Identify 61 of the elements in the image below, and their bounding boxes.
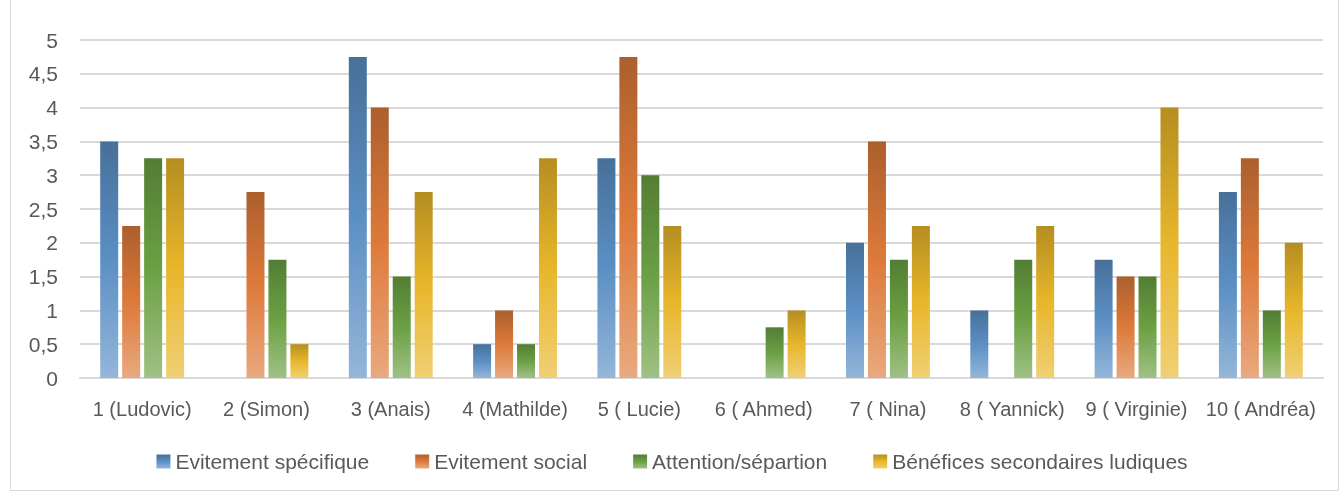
bar <box>1262 310 1281 378</box>
y-tick-label: 1,5 <box>28 265 58 289</box>
bar <box>473 344 492 378</box>
bar <box>517 344 536 378</box>
y-tick-label: 2,5 <box>28 197 58 221</box>
bar <box>538 158 557 378</box>
bar <box>290 344 309 378</box>
bar <box>1094 259 1113 378</box>
bar <box>597 158 616 378</box>
bar <box>1218 192 1237 378</box>
y-tick-label: 2 <box>46 231 58 255</box>
bar <box>1036 225 1055 378</box>
y-tick-label: 5 <box>46 28 58 52</box>
bar <box>1138 276 1157 378</box>
x-tick-label: 1 (Ludovic) <box>92 398 192 420</box>
bar <box>268 259 287 378</box>
legend-label: Attention/sépartion <box>652 450 828 473</box>
bar <box>911 225 930 378</box>
legend-label: Evitement spécifique <box>175 450 370 473</box>
legend-label: Bénéfices secondaires ludiques <box>892 450 1188 473</box>
bar <box>889 259 908 378</box>
x-tick-label: 2 (Simon) <box>223 398 310 420</box>
bar <box>867 141 886 378</box>
x-tick-label: 6 ( Ahmed) <box>714 398 813 420</box>
bar <box>1014 259 1033 378</box>
y-tick-label: 3 <box>46 163 58 187</box>
x-tick-label: 8 ( Yannick) <box>959 398 1065 420</box>
bar <box>100 141 119 378</box>
bar <box>846 242 865 378</box>
y-tick-label: 0 <box>46 366 58 390</box>
bar <box>1160 107 1179 378</box>
bar <box>166 158 185 378</box>
bar <box>641 175 660 378</box>
bar <box>348 56 367 378</box>
bar <box>970 310 989 378</box>
y-tick-label: 4,5 <box>28 62 58 86</box>
bar <box>619 56 638 378</box>
bar <box>1284 242 1303 378</box>
y-tick-label: 3,5 <box>28 129 58 153</box>
bar <box>765 327 784 378</box>
legend-label: Evitement social <box>434 450 588 473</box>
bar <box>392 276 411 378</box>
y-tick-label: 1 <box>46 298 58 322</box>
bar <box>1116 276 1135 378</box>
bar <box>663 225 682 378</box>
y-tick-label: 4 <box>46 96 59 120</box>
bar <box>246 192 265 378</box>
x-tick-label: 3 (Anais) <box>350 398 431 420</box>
bar <box>370 107 389 378</box>
x-tick-label: 4 (Mathilde) <box>462 398 568 420</box>
bar <box>787 310 806 378</box>
y-tick-label: 0,5 <box>28 332 58 356</box>
x-tick-label: 9 ( Virginie) <box>1085 398 1188 420</box>
bar <box>495 310 514 378</box>
x-tick-label: 5 ( Lucie) <box>597 398 682 420</box>
bar <box>414 192 433 378</box>
bar <box>122 225 141 378</box>
bar <box>144 158 163 378</box>
bar <box>1240 158 1259 378</box>
x-tick-label: 10 ( Andréa) <box>1205 398 1316 420</box>
x-tick-label: 7 ( Nina) <box>849 398 927 420</box>
